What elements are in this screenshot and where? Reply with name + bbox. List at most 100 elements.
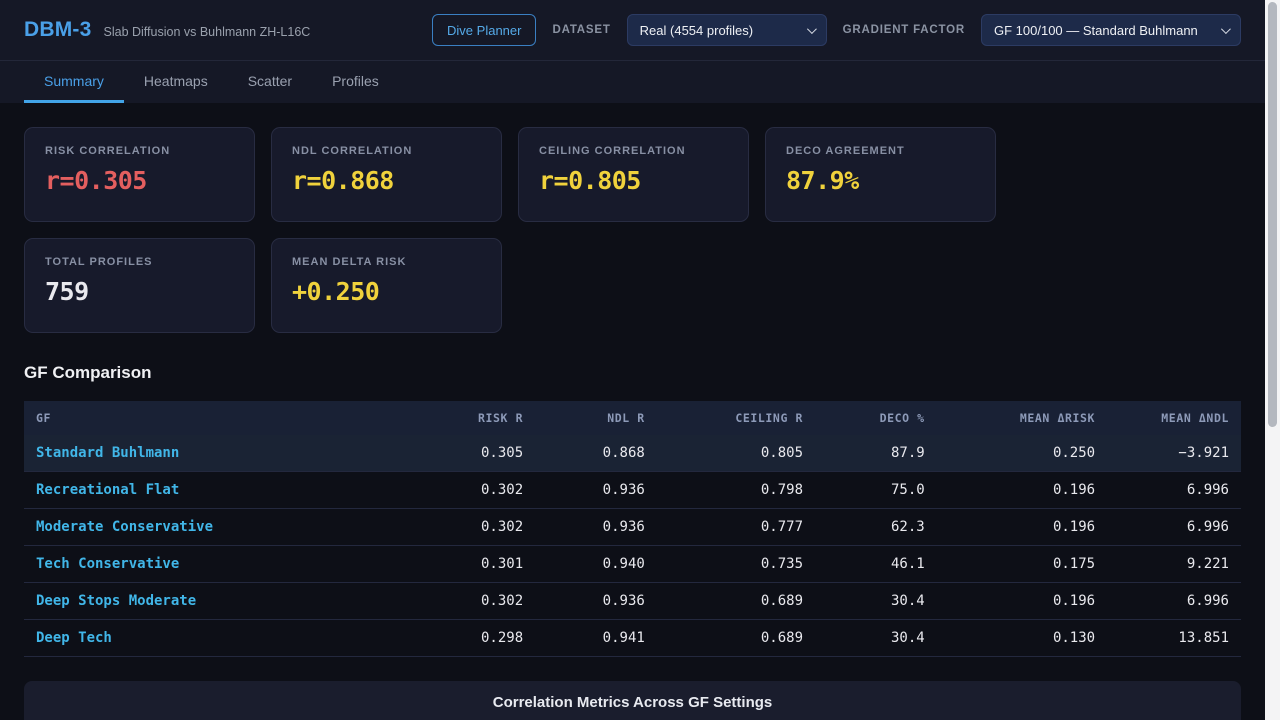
metric-label: RISK CORRELATION xyxy=(45,145,171,157)
cell-mean-dndl: 13.851 xyxy=(1107,619,1241,657)
metric-label: NDL CORRELATION xyxy=(292,145,413,157)
cell-mean-drisk: 0.175 xyxy=(936,545,1108,583)
gf-link[interactable]: Deep Tech xyxy=(24,619,426,657)
gf-comparison-table: GF RISK R NDL R CEILING R DECO % MEAN ΔR… xyxy=(24,401,1241,657)
gf-link[interactable]: Moderate Conservative xyxy=(24,508,426,546)
cell-deco-pct: 30.4 xyxy=(815,582,937,620)
metric-cards: RISK CORRELATION r=0.305 NDL CORRELATION… xyxy=(24,127,1241,333)
chevron-down-icon xyxy=(1220,23,1231,34)
metric-value: 759 xyxy=(45,277,89,306)
chevron-down-icon xyxy=(806,23,817,34)
cell-deco-pct: 62.3 xyxy=(815,508,937,546)
gf-comparison-heading: GF Comparison xyxy=(24,363,152,382)
col-header-mean-drisk: MEAN ΔRISK xyxy=(936,401,1108,435)
cell-deco-pct: 75.0 xyxy=(815,471,937,509)
cell-ceiling-r: 0.798 xyxy=(656,471,816,509)
tabbar: Summary Heatmaps Scatter Profiles xyxy=(0,60,1265,103)
table-row[interactable]: Standard Buhlmann 0.305 0.868 0.805 87.9… xyxy=(24,435,1241,472)
cell-risk-r: 0.302 xyxy=(425,508,536,546)
table-row[interactable]: Deep Tech 0.298 0.941 0.689 30.4 0.130 1… xyxy=(24,619,1241,657)
cell-ceiling-r: 0.805 xyxy=(656,435,816,472)
metric-card-mean-delta-risk: MEAN DELTA RISK +0.250 xyxy=(271,238,502,333)
correlation-chart-panel: Correlation Metrics Across GF Settings xyxy=(24,681,1241,720)
col-header-mean-dndl: MEAN ΔNDL xyxy=(1107,401,1241,435)
cell-risk-r: 0.298 xyxy=(425,619,536,657)
cell-ceiling-r: 0.689 xyxy=(656,619,816,657)
cell-mean-drisk: 0.196 xyxy=(936,582,1108,620)
metric-card-ndl-correlation: NDL CORRELATION r=0.868 xyxy=(271,127,502,222)
cell-mean-drisk: 0.196 xyxy=(936,471,1108,509)
main-content: RISK CORRELATION r=0.305 NDL CORRELATION… xyxy=(0,103,1265,720)
cell-ceiling-r: 0.777 xyxy=(656,508,816,546)
cell-mean-dndl: 9.221 xyxy=(1107,545,1241,583)
topbar: DBM-3 Slab Diffusion vs Buhlmann ZH-L16C… xyxy=(0,0,1265,60)
cell-mean-dndl: −3.921 xyxy=(1107,435,1241,472)
tab-heatmaps[interactable]: Heatmaps xyxy=(143,72,208,89)
table-row[interactable]: Recreational Flat 0.302 0.936 0.798 75.0… xyxy=(24,471,1241,509)
cell-ceiling-r: 0.735 xyxy=(656,545,816,583)
table-row[interactable]: Deep Stops Moderate 0.302 0.936 0.689 30… xyxy=(24,582,1241,620)
cell-risk-r: 0.305 xyxy=(425,435,536,472)
col-header-ndl-r: NDL R xyxy=(535,401,657,435)
cell-risk-r: 0.302 xyxy=(425,471,536,509)
cell-mean-drisk: 0.130 xyxy=(936,619,1108,657)
topbar-controls: Dive Planner DATASET Real (4554 profiles… xyxy=(432,14,1241,46)
metric-value: r=0.868 xyxy=(292,166,394,195)
cell-ndl-r: 0.940 xyxy=(535,545,657,583)
tab-profiles[interactable]: Profiles xyxy=(332,72,379,89)
cell-ceiling-r: 0.689 xyxy=(656,582,816,620)
col-header-gf: GF xyxy=(24,401,426,435)
metric-card-ceiling-correlation: CEILING CORRELATION r=0.805 xyxy=(518,127,749,222)
metric-value: r=0.805 xyxy=(539,166,641,195)
brand: DBM-3 Slab Diffusion vs Buhlmann ZH-L16C xyxy=(24,18,310,42)
metric-card-deco-agreement: DECO AGREEMENT 87.9% xyxy=(765,127,996,222)
app-title: DBM-3 xyxy=(24,18,92,41)
cell-mean-dndl: 6.996 xyxy=(1107,471,1241,509)
metric-card-risk-correlation: RISK CORRELATION r=0.305 xyxy=(24,127,255,222)
cell-ndl-r: 0.936 xyxy=(535,508,657,546)
gf-link[interactable]: Tech Conservative xyxy=(24,545,426,583)
gradient-factor-select-value: GF 100/100 — Standard Buhlmann xyxy=(994,22,1198,38)
table-header-row: GF RISK R NDL R CEILING R DECO % MEAN ΔR… xyxy=(24,401,1241,435)
cell-mean-drisk: 0.250 xyxy=(936,435,1108,472)
table-row[interactable]: Moderate Conservative 0.302 0.936 0.777 … xyxy=(24,508,1241,546)
cell-risk-r: 0.302 xyxy=(425,582,536,620)
app-subtitle: Slab Diffusion vs Buhlmann ZH-L16C xyxy=(103,25,311,39)
metric-card-total-profiles: TOTAL PROFILES 759 xyxy=(24,238,255,333)
gf-link[interactable]: Standard Buhlmann xyxy=(24,435,426,472)
metric-label: DECO AGREEMENT xyxy=(786,145,905,157)
metric-value: 87.9% xyxy=(786,166,859,195)
metric-label: TOTAL PROFILES xyxy=(45,256,153,268)
cell-mean-dndl: 6.996 xyxy=(1107,582,1241,620)
tab-scatter[interactable]: Scatter xyxy=(247,72,293,89)
table-row[interactable]: Tech Conservative 0.301 0.940 0.735 46.1… xyxy=(24,545,1241,583)
metric-value: r=0.305 xyxy=(45,166,147,195)
metric-label: MEAN DELTA RISK xyxy=(292,256,407,268)
tab-summary[interactable]: Summary xyxy=(24,61,124,103)
col-header-deco-pct: DECO % xyxy=(815,401,937,435)
metric-value: +0.250 xyxy=(292,277,380,306)
chart-title: Correlation Metrics Across GF Settings xyxy=(492,694,773,711)
cell-mean-drisk: 0.196 xyxy=(936,508,1108,546)
gf-link[interactable]: Recreational Flat xyxy=(24,471,426,509)
cell-deco-pct: 46.1 xyxy=(815,545,937,583)
metric-label: CEILING CORRELATION xyxy=(539,145,686,157)
cell-ndl-r: 0.936 xyxy=(535,582,657,620)
gradient-factor-label: GRADIENT FACTOR xyxy=(842,24,965,36)
dataset-select-value: Real (4554 profiles) xyxy=(639,22,754,38)
cell-ndl-r: 0.941 xyxy=(535,619,657,657)
dataset-label: DATASET xyxy=(552,24,611,36)
scrollbar-thumb[interactable] xyxy=(1268,2,1277,427)
cell-deco-pct: 87.9 xyxy=(815,435,937,472)
cell-deco-pct: 30.4 xyxy=(815,619,937,657)
dive-planner-button[interactable]: Dive Planner xyxy=(432,14,537,46)
cell-ndl-r: 0.936 xyxy=(535,471,657,509)
vertical-scrollbar[interactable] xyxy=(1265,0,1280,720)
gradient-factor-select[interactable]: GF 100/100 — Standard Buhlmann xyxy=(981,14,1241,46)
col-header-risk-r: RISK R xyxy=(425,401,536,435)
cell-mean-dndl: 6.996 xyxy=(1107,508,1241,546)
col-header-ceiling-r: CEILING R xyxy=(656,401,816,435)
dataset-select[interactable]: Real (4554 profiles) xyxy=(626,14,827,46)
gf-link[interactable]: Deep Stops Moderate xyxy=(24,582,426,620)
